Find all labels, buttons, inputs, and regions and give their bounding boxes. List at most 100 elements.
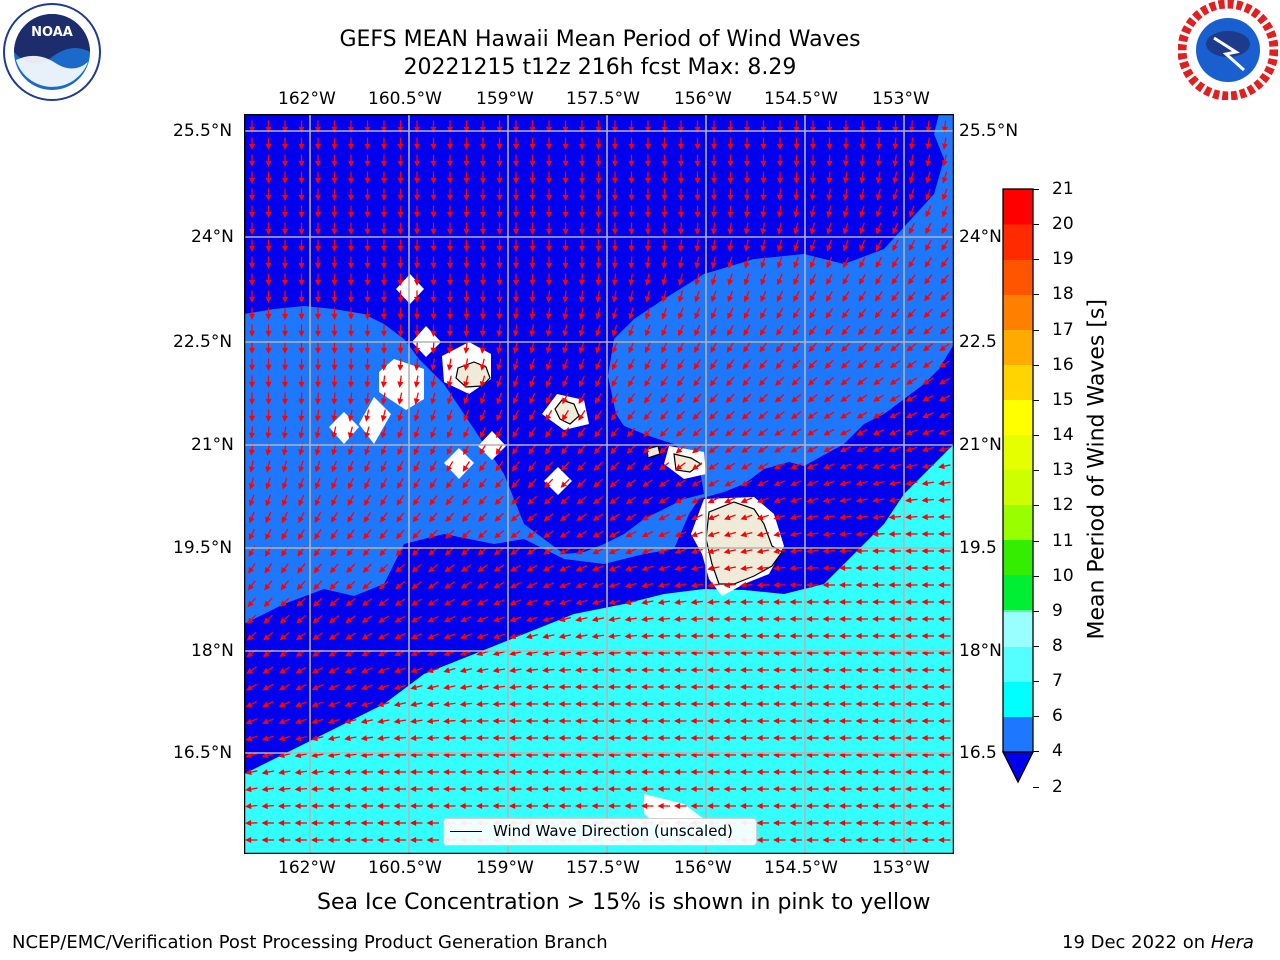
direction-arrow-head xyxy=(248,143,256,150)
direction-arrow-head xyxy=(921,480,929,487)
direction-arrow-head xyxy=(872,412,880,419)
direction-arrow-head xyxy=(281,296,289,303)
direction-arrow-head xyxy=(892,126,899,133)
direction-arrow-head xyxy=(773,531,780,538)
direction-arrow-head xyxy=(328,650,336,657)
direction-arrow-head xyxy=(444,549,452,556)
direction-arrow-head xyxy=(294,819,301,827)
direction-arrow-head xyxy=(542,734,549,742)
direction-arrow-head xyxy=(806,514,813,521)
direction-arrow-head xyxy=(560,481,568,488)
direction-arrow-head xyxy=(347,448,354,456)
direction-arrow-head xyxy=(938,463,945,470)
direction-arrow-head xyxy=(624,751,631,759)
direction-arrow-head xyxy=(262,667,270,674)
direction-arrow-head xyxy=(776,228,783,235)
direction-arrow-head xyxy=(839,564,846,572)
direction-arrow-head xyxy=(575,683,582,691)
direction-arrow-head xyxy=(297,533,304,540)
direction-arrow-head xyxy=(723,734,730,742)
direction-arrow-head xyxy=(512,211,520,218)
direction-arrow-head xyxy=(327,802,334,810)
direction-arrow-head xyxy=(459,785,466,793)
direction-arrow-head xyxy=(413,279,421,286)
direction-arrow-head xyxy=(496,194,503,201)
direction-arrow-head xyxy=(578,143,586,150)
direction-arrow-head xyxy=(740,683,747,691)
direction-arrow-head xyxy=(443,751,450,759)
direction-arrow-head xyxy=(743,295,750,303)
direction-arrow-head xyxy=(789,581,796,589)
direction-arrow-head xyxy=(840,412,847,419)
direction-arrow-head xyxy=(529,313,536,320)
direction-arrow-head xyxy=(562,397,568,405)
direction-arrow-head xyxy=(430,347,437,354)
direction-arrow-head xyxy=(426,684,434,691)
direction-arrow-head xyxy=(463,279,470,286)
direction-arrow-head xyxy=(426,718,433,725)
direction-arrow-head xyxy=(641,649,648,657)
direction-arrow-head xyxy=(855,564,862,572)
direction-arrow-head xyxy=(641,582,648,589)
direction-arrow-head xyxy=(840,396,848,403)
direction-arrow-head xyxy=(311,667,319,674)
direction-arrow-head xyxy=(793,194,800,201)
direction-arrow-head xyxy=(264,550,271,557)
direction-arrow-head xyxy=(558,683,565,691)
direction-arrow-head xyxy=(311,819,318,827)
direction-arrow-head xyxy=(248,466,255,473)
direction-arrow-head xyxy=(641,531,649,538)
direction-arrow-head xyxy=(461,532,468,539)
direction-arrow-head xyxy=(544,481,551,488)
direction-arrow-head xyxy=(789,632,796,640)
direction-arrow-head xyxy=(413,228,421,235)
direction-arrow-head xyxy=(776,160,784,167)
colorbar-tick-label: 8 xyxy=(1052,635,1063,656)
direction-arrow-head xyxy=(773,565,780,572)
direction-arrow-head xyxy=(558,717,565,725)
direction-arrow-head xyxy=(740,514,748,521)
direction-arrow-head xyxy=(872,734,879,742)
direction-arrow-head xyxy=(512,143,520,150)
direction-arrow-head xyxy=(411,583,419,590)
colorbar-tick-mark xyxy=(1033,610,1039,612)
direction-arrow-head xyxy=(892,210,899,218)
direction-arrow-head xyxy=(690,582,698,589)
direction-arrow-head xyxy=(773,802,780,810)
direction-arrow-head xyxy=(626,430,634,438)
direction-arrow-head xyxy=(806,632,813,640)
direction-arrow-head xyxy=(659,447,666,454)
direction-arrow-head xyxy=(661,194,668,201)
direction-arrow-head xyxy=(296,617,303,624)
direction-arrow-head xyxy=(298,160,305,167)
direction-arrow-head xyxy=(591,683,598,691)
direction-arrow-head xyxy=(708,463,715,470)
direction-arrow-head xyxy=(628,194,635,201)
direction-arrow-head xyxy=(463,143,470,150)
direction-arrow-head xyxy=(529,397,535,405)
direction-arrow-head xyxy=(479,228,487,235)
direction-arrow-head xyxy=(905,564,912,572)
direction-arrow-head xyxy=(496,364,503,371)
direction-arrow-head xyxy=(265,516,271,524)
direction-arrow-head xyxy=(329,566,337,574)
direction-arrow-head xyxy=(924,261,931,268)
direction-arrow-head xyxy=(529,347,536,354)
direction-arrow-head xyxy=(822,564,829,572)
direction-arrow-head xyxy=(595,329,602,337)
direction-arrow-head xyxy=(628,312,635,320)
direction-arrow-head xyxy=(575,666,582,674)
direction-arrow-head xyxy=(492,717,499,725)
direction-arrow-head xyxy=(806,751,813,759)
direction-arrow-head xyxy=(938,530,945,538)
direction-arrow-head xyxy=(294,802,301,810)
direction-arrow-head xyxy=(941,244,948,251)
direction-arrow-head xyxy=(610,413,617,421)
direction-arrow-head xyxy=(545,228,553,235)
direction-arrow-head xyxy=(774,429,782,436)
direction-arrow-head xyxy=(496,397,503,405)
direction-arrow-head xyxy=(526,599,533,606)
direction-arrow-head xyxy=(492,751,499,759)
direction-arrow-head xyxy=(626,481,633,488)
direction-arrow-head xyxy=(657,683,664,691)
